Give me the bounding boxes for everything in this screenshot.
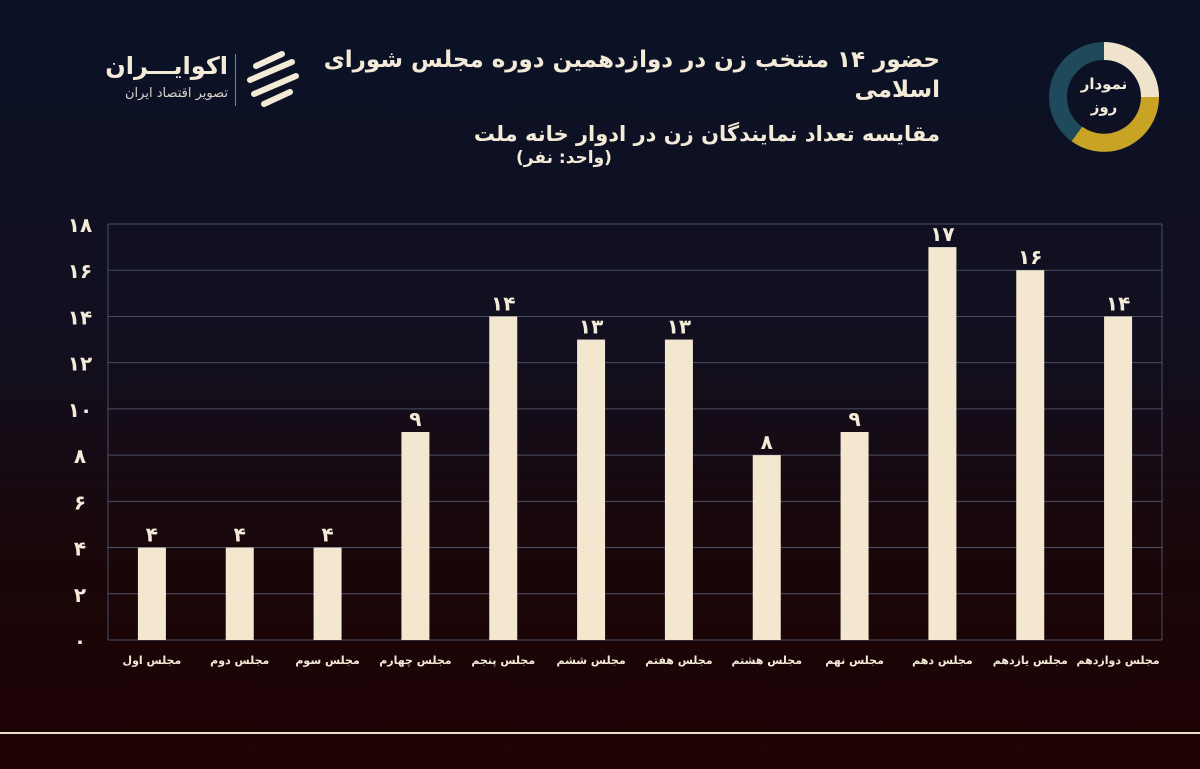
chart-of-the-day-badge-icon <box>1049 42 1159 152</box>
x-tick-label: مجلس چهارم <box>379 654 451 667</box>
footer-divider <box>0 732 1200 734</box>
bar <box>137 547 166 640</box>
bar <box>489 316 518 640</box>
bar <box>1104 316 1133 640</box>
bar <box>401 432 430 640</box>
x-tick-label: مجلس دوم <box>210 654 269 667</box>
brand-separator <box>235 54 236 106</box>
x-tick-label: مجلس یازدهم <box>993 654 1068 667</box>
brand-logo: اکوایـــران تصویر اقتصاد ایران <box>52 48 299 110</box>
y-tick-label: ۱۶ <box>68 259 92 283</box>
brand-tagline: تصویر اقتصاد ایران <box>125 86 228 101</box>
data-label: ۱۳ <box>667 315 691 339</box>
x-tick-label: مجلس هفتم <box>645 654 712 667</box>
data-label: ۱۶ <box>1018 245 1042 269</box>
bar <box>752 455 781 640</box>
data-label: ۴ <box>234 523 246 547</box>
bar <box>577 339 606 640</box>
data-label: ۱۷ <box>930 222 954 246</box>
x-tick-label: مجلس ششم <box>556 654 625 667</box>
data-label: ۹ <box>409 407 421 431</box>
y-tick-label: ۱۸ <box>68 213 92 237</box>
y-tick-label: ۰ <box>74 629 86 653</box>
badge-text: نمودار روز <box>1047 73 1161 119</box>
y-tick-label: ۶ <box>74 490 86 514</box>
y-tick-label: ۱۴ <box>68 305 92 329</box>
y-tick-label: ۲ <box>74 583 86 607</box>
x-tick-label: مجلس نهم <box>825 654 884 667</box>
x-tick-label: مجلس پنجم <box>471 654 535 667</box>
x-tick-label: مجلس دهم <box>912 654 973 667</box>
brand-mark-icon <box>247 51 299 107</box>
y-tick-label: ۴ <box>74 537 86 561</box>
bar <box>225 547 254 640</box>
chart-title: حضور ۱۴ منتخب زن در دوازدهمین دوره مجلس … <box>323 47 940 103</box>
data-label: ۱۴ <box>1106 291 1130 315</box>
x-tick-label: مجلس سوم <box>295 654 359 667</box>
title-block: حضور ۱۴ منتخب زن در دوازدهمین دوره مجلس … <box>270 45 940 149</box>
data-label: ۴ <box>146 523 158 547</box>
data-label: ۱۳ <box>579 315 603 339</box>
badge-line2: روز <box>1090 98 1118 116</box>
bar <box>840 432 869 640</box>
bar <box>664 339 693 640</box>
bar <box>313 547 342 640</box>
unit-label: (واحد: نفر) <box>516 148 612 168</box>
y-tick-label: ۸ <box>74 444 86 468</box>
badge-line1: نمودار <box>1080 75 1128 93</box>
data-label: ۴ <box>321 523 333 547</box>
x-tick-label: مجلس دوازدهم <box>1077 654 1160 667</box>
brand-name: اکوایـــران <box>105 52 228 80</box>
x-tick-label: مجلس اول <box>123 654 182 667</box>
data-label: ۸ <box>761 430 773 454</box>
x-tick-label: مجلس هشتم <box>731 654 802 667</box>
chart-subtitle: مقایسه تعداد نمایندگان زن در ادوار خانه … <box>473 122 940 146</box>
data-label: ۱۴ <box>491 291 515 315</box>
y-tick-label: ۱۲ <box>68 352 92 376</box>
data-label: ۹ <box>848 407 860 431</box>
bar <box>1016 270 1045 640</box>
bar <box>928 247 957 640</box>
y-tick-label: ۱۰ <box>68 398 92 422</box>
